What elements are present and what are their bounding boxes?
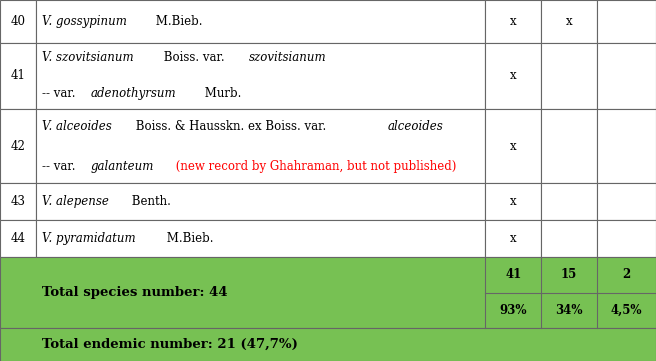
Text: 43: 43 xyxy=(10,195,26,208)
Bar xyxy=(541,0,597,43)
Text: 44: 44 xyxy=(10,232,26,245)
Bar xyxy=(485,220,541,257)
Bar xyxy=(0,328,656,361)
Text: 41: 41 xyxy=(505,269,522,282)
Bar xyxy=(597,220,656,257)
Text: 34%: 34% xyxy=(556,304,583,317)
Bar xyxy=(0,109,36,183)
Text: V. pyramidatum: V. pyramidatum xyxy=(42,232,136,245)
Bar xyxy=(541,183,597,220)
Text: x: x xyxy=(510,232,517,245)
Bar xyxy=(597,0,656,43)
Text: 4,5%: 4,5% xyxy=(611,304,642,317)
Bar xyxy=(0,257,656,328)
Text: adenothyrsum: adenothyrsum xyxy=(90,87,176,100)
Text: 42: 42 xyxy=(10,140,26,153)
Text: M.Bieb.: M.Bieb. xyxy=(163,232,213,245)
Bar xyxy=(36,43,485,109)
Text: Benth.: Benth. xyxy=(129,195,171,208)
Text: alceoides: alceoides xyxy=(388,120,443,133)
Text: 93%: 93% xyxy=(500,304,527,317)
Text: M.Bieb.: M.Bieb. xyxy=(152,15,202,28)
Text: V. alceoides: V. alceoides xyxy=(42,120,112,133)
Text: Boiss. var.: Boiss. var. xyxy=(160,51,229,64)
Text: galanteum: galanteum xyxy=(90,160,154,173)
Text: Total species number: 44: Total species number: 44 xyxy=(42,286,228,299)
Bar xyxy=(485,43,541,109)
Text: (new record by Ghahraman, but not published): (new record by Ghahraman, but not publis… xyxy=(172,160,457,173)
Bar xyxy=(36,109,485,183)
Bar xyxy=(541,220,597,257)
Bar xyxy=(0,183,36,220)
Text: szovitsianum: szovitsianum xyxy=(249,51,326,64)
Bar xyxy=(485,183,541,220)
Bar xyxy=(0,43,36,109)
Text: x: x xyxy=(510,195,517,208)
Bar xyxy=(541,109,597,183)
Text: V. alepense: V. alepense xyxy=(42,195,109,208)
Bar xyxy=(36,0,485,43)
Text: V. gossypinum: V. gossypinum xyxy=(42,15,127,28)
Bar xyxy=(541,43,597,109)
Text: 15: 15 xyxy=(561,269,577,282)
Bar xyxy=(0,0,36,43)
Bar xyxy=(36,183,485,220)
Text: V. szovitsianum: V. szovitsianum xyxy=(42,51,134,64)
Bar xyxy=(485,0,541,43)
Bar xyxy=(36,220,485,257)
Text: -- var.: -- var. xyxy=(42,87,79,100)
Text: Total endemic number: 21 (47,7%): Total endemic number: 21 (47,7%) xyxy=(42,338,298,351)
Text: Boiss. & Hausskn. ex Boiss. var.: Boiss. & Hausskn. ex Boiss. var. xyxy=(132,120,330,133)
Bar xyxy=(597,183,656,220)
Text: Murb.: Murb. xyxy=(201,87,241,100)
Text: 40: 40 xyxy=(10,15,26,28)
Bar xyxy=(485,109,541,183)
Text: 2: 2 xyxy=(623,269,630,282)
Text: x: x xyxy=(565,15,573,28)
Bar xyxy=(597,43,656,109)
Text: x: x xyxy=(510,140,517,153)
Bar xyxy=(0,220,36,257)
Text: x: x xyxy=(510,15,517,28)
Text: -- var.: -- var. xyxy=(42,160,79,173)
Text: x: x xyxy=(510,69,517,82)
Bar xyxy=(597,109,656,183)
Text: 41: 41 xyxy=(10,69,26,82)
